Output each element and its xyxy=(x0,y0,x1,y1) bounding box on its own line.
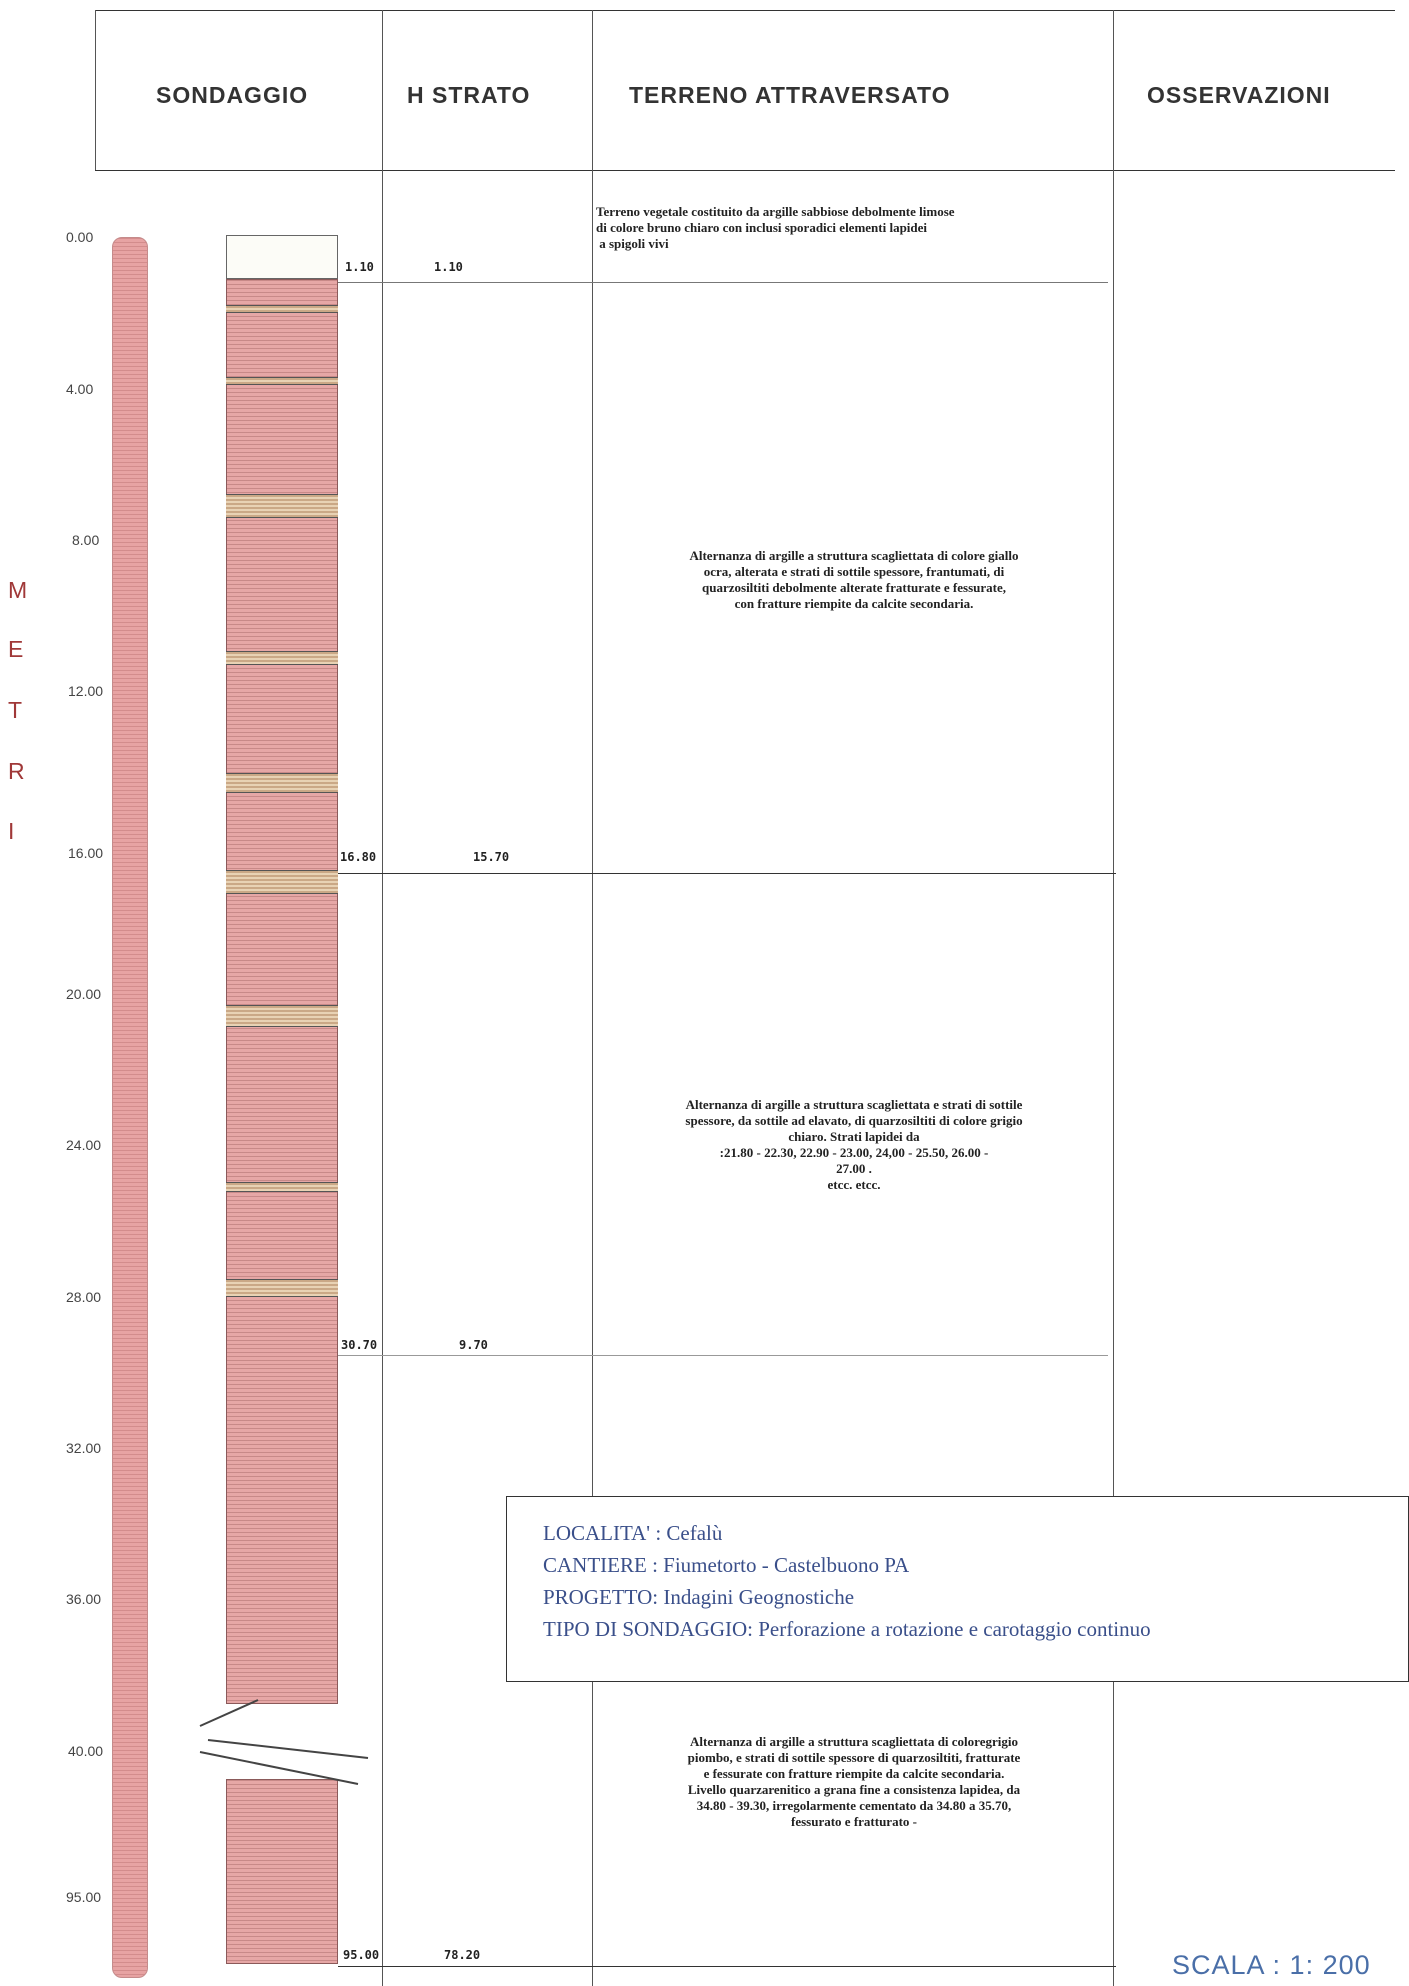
depth-label: 20.00 xyxy=(66,986,102,1002)
stratum-description: Terreno vegetale costituito da argille s… xyxy=(596,204,1116,252)
description-line: Livello quarzarenitico a grana fine a co… xyxy=(687,1782,1021,1797)
core-band xyxy=(226,494,338,518)
depth-label: 24.00 xyxy=(66,1137,102,1153)
stratum-thickness: 15.70 xyxy=(473,850,510,864)
description-line: piombo, e strati di sottile spessore di … xyxy=(687,1750,1021,1765)
description-line: di colore bruno chiaro con inclusi spora… xyxy=(596,220,928,235)
boundary-line-3 xyxy=(338,1355,1108,1356)
depth-scale-bar xyxy=(112,237,148,1978)
metri-letter-e: E xyxy=(8,636,24,662)
header-left-border xyxy=(95,10,96,170)
depth-label: 28.00 xyxy=(66,1289,102,1305)
depth-label: 40.00 xyxy=(68,1743,104,1759)
stratum-bottom-depth: 95.00 xyxy=(343,1948,380,1962)
depth-label: 36.00 xyxy=(66,1591,102,1607)
stratum-thickness: 1.10 xyxy=(434,260,463,274)
metri-letter-t: T xyxy=(8,697,23,723)
description-line: ocra, alterata e strati di sottile spess… xyxy=(703,564,1005,579)
description-line: 34.80 - 39.30, irregolarmente cementato … xyxy=(696,1798,1012,1813)
stratum-bottom-depth: 30.70 xyxy=(341,1338,378,1352)
info-progetto: PROGETTO: Indagini Geognostiche xyxy=(543,1585,855,1609)
stratum-bottom-depth: 16.80 xyxy=(340,850,377,864)
depth-label: 8.00 xyxy=(72,532,100,548)
description-line: fessurato e fratturato - xyxy=(791,1814,917,1829)
info-tipo-sondaggio: TIPO DI SONDAGGIO: Perforazione a rotazi… xyxy=(543,1617,1151,1641)
column-divider-3 xyxy=(1113,10,1114,1496)
core-topsoil-segment xyxy=(226,235,338,279)
info-cantiere: CANTIERE : Fiumetorto - Castelbuono PA xyxy=(543,1553,910,1577)
column-header-sondaggio: SONDAGGIO xyxy=(156,82,309,108)
depth-label: 32.00 xyxy=(66,1440,102,1456)
description-line: Alternanza di argille a struttura scagli… xyxy=(685,1097,1023,1112)
depth-label: 0.00 xyxy=(66,229,94,245)
description-line: Alternanza di argille a struttura scagli… xyxy=(690,1734,1018,1749)
header-bottom-border xyxy=(95,170,1395,171)
stratum-bottom-depth: 1.10 xyxy=(345,260,374,274)
description-line: chiaro. Strati lapidei da xyxy=(788,1129,920,1144)
description-line: e fessurate con fratture riempite da cal… xyxy=(703,1766,1005,1781)
description-line: :21.80 - 22.30, 22.90 - 23.00, 24,00 - 2… xyxy=(719,1145,989,1160)
core-clay-segment-upper xyxy=(226,279,338,1704)
description-line: spessore, da sottile ad elavato, di quar… xyxy=(685,1113,1023,1128)
depth-label: 16.00 xyxy=(68,845,104,861)
metri-letter-r: R xyxy=(8,758,25,784)
stratum-description: Alternanza di argille a struttura scagli… xyxy=(596,548,1112,612)
core-band xyxy=(226,377,338,385)
description-line: Alternanza di argille a struttura scagli… xyxy=(689,548,1019,563)
stratum-thickness: 78.20 xyxy=(444,1948,481,1962)
column-header-osservazioni: OSSERVAZIONI xyxy=(1147,82,1331,108)
depth-label: 12.00 xyxy=(68,683,104,699)
boundary-line-1 xyxy=(338,282,1108,283)
description-line: a spigoli vivi xyxy=(596,236,669,251)
core-band xyxy=(226,1182,338,1192)
depth-label: 95.00 xyxy=(66,1889,102,1905)
column-header-terreno: TERRENO ATTRAVERSATO xyxy=(629,82,951,108)
column-divider-3b xyxy=(1113,1682,1114,1986)
info-localita: LOCALITA' : Cefalù xyxy=(543,1521,723,1545)
stratum-description: Alternanza di argille a struttura scagli… xyxy=(596,1097,1112,1193)
metri-letter-m: M xyxy=(8,577,28,603)
boundary-line-2 xyxy=(338,873,1116,874)
core-clay-segment-lower xyxy=(226,1779,338,1964)
column-header-h-strato: H STRATO xyxy=(407,82,531,108)
core-band xyxy=(226,1279,338,1297)
scale-label: SCALA : 1: 200 xyxy=(1172,1950,1371,1980)
project-info-box: LOCALITA' : Cefalù CANTIERE : Fiumetorto… xyxy=(506,1496,1409,1682)
boundary-line-4 xyxy=(338,1966,1116,1967)
core-band xyxy=(226,651,338,665)
core-band xyxy=(226,870,338,894)
description-line: quarzosiltiti debolmente alterate frattu… xyxy=(702,580,1006,595)
core-band xyxy=(226,1005,338,1027)
description-line: Terreno vegetale costituito da argille s… xyxy=(596,204,955,219)
column-divider-1 xyxy=(382,10,383,1986)
description-line: con fratture riempite da calcite seconda… xyxy=(734,596,974,611)
stratum-description: Alternanza di argille a struttura scagli… xyxy=(596,1734,1112,1830)
header-top-border xyxy=(95,10,1395,11)
core-band xyxy=(226,773,338,793)
core-band xyxy=(226,305,338,313)
description-line: etcc. etcc. xyxy=(827,1177,881,1192)
metri-letter-i: I xyxy=(8,818,15,844)
column-divider-2 xyxy=(592,10,593,1986)
scale-break-symbol xyxy=(199,1699,369,1785)
description-line: 27.00 . xyxy=(836,1161,872,1176)
depth-label: 4.00 xyxy=(66,381,94,397)
stratum-thickness: 9.70 xyxy=(459,1338,488,1352)
